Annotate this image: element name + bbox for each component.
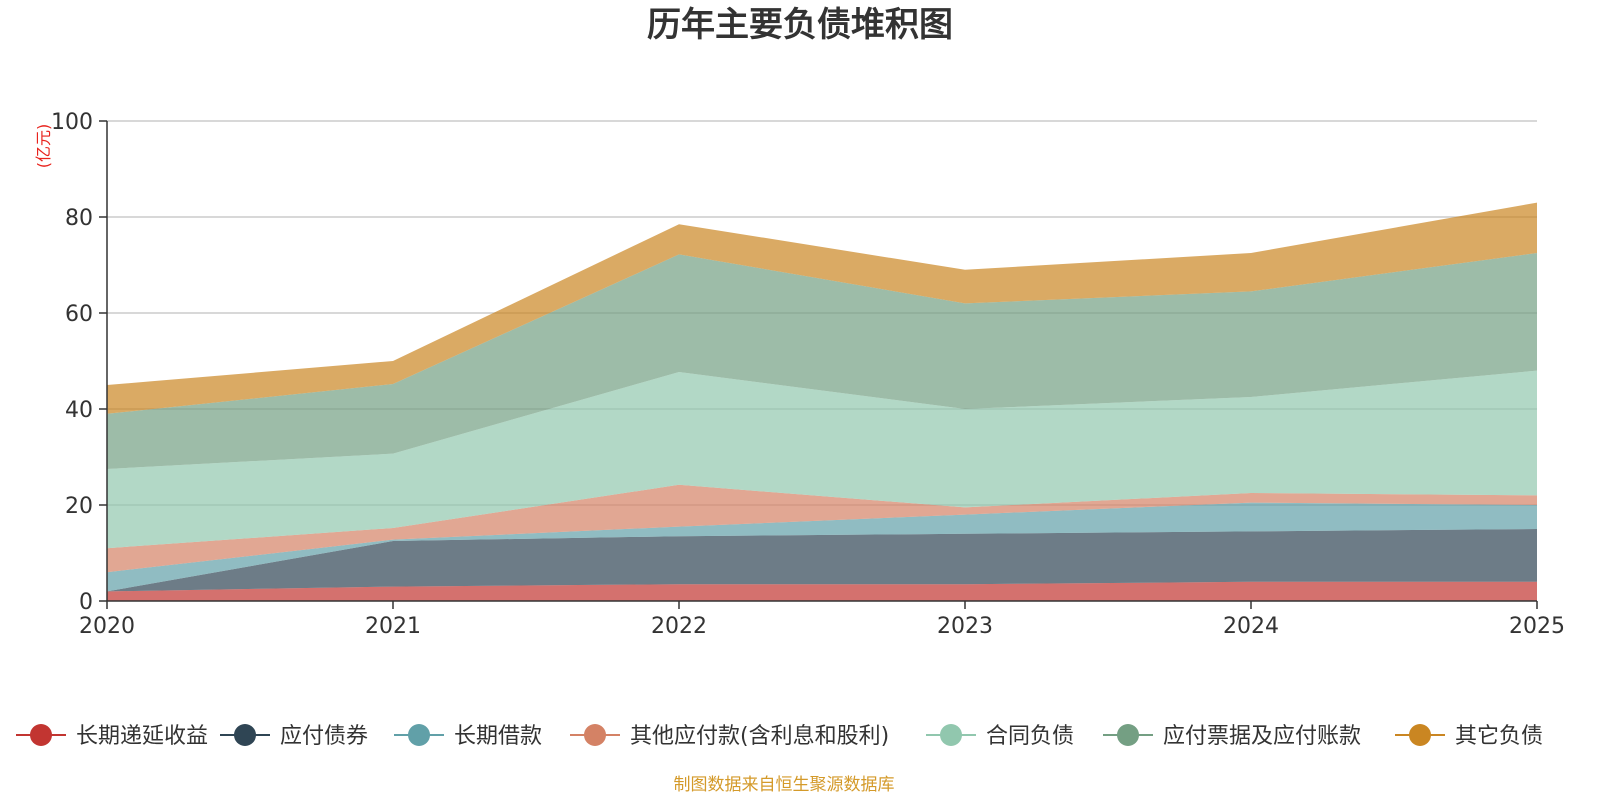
legend-marker (234, 724, 256, 746)
x-tick-label: 2025 (1509, 614, 1565, 639)
legend-label: 其他应付款(含利息和股利) (630, 724, 889, 749)
legend-marker (584, 724, 606, 746)
legend-marker (1409, 724, 1431, 746)
y-tick-label: 60 (65, 302, 93, 327)
axes (106, 121, 1537, 602)
legend-item-4: 合同负债 (926, 724, 1074, 749)
series-area-1 (107, 529, 1537, 592)
legend-item-0: 长期递延收益 (16, 724, 208, 749)
y-axis-ticks: 0 20 40 60 80 100 (51, 110, 107, 615)
series-area-2 (107, 502, 1537, 592)
series-area-6 (107, 202, 1537, 414)
series-area-4 (107, 370, 1537, 549)
legend-marker (408, 724, 430, 746)
series-areas (107, 202, 1537, 601)
legend-label: 合同负债 (986, 724, 1074, 749)
data-source-note: 制图数据来自恒生聚源数据库 (674, 775, 895, 795)
series-area-0 (107, 581, 1537, 601)
x-tick-label: 2020 (79, 614, 135, 639)
series-area-5 (107, 253, 1537, 469)
legend-marker (30, 724, 52, 746)
legend-item-5: 应付票据及应付账款 (1103, 724, 1361, 749)
legend-item-2: 长期借款 (394, 724, 542, 749)
legend-label: 长期借款 (454, 724, 542, 749)
y-tick-label: 40 (65, 398, 93, 423)
x-tick-label: 2022 (651, 614, 707, 639)
x-tick-label: 2021 (365, 614, 421, 639)
legend-item-1: 应付债券 (220, 724, 368, 749)
series-area-3 (107, 484, 1537, 573)
legend-label: 长期递延收益 (76, 724, 208, 749)
legend-marker (1117, 724, 1139, 746)
y-tick-label: 0 (79, 590, 93, 615)
x-tick-label: 2023 (937, 614, 993, 639)
chart-title: 历年主要负债堆积图 (647, 5, 953, 45)
legend-item-6: 其它负债 (1395, 724, 1543, 749)
y-tick-label: 100 (51, 110, 93, 135)
legend-label: 应付票据及应付账款 (1163, 724, 1361, 749)
x-tick-label: 2024 (1223, 614, 1279, 639)
legend-marker (940, 724, 962, 746)
legend-item-3: 其他应付款(含利息和股利) (570, 724, 889, 749)
legend-label: 应付债券 (280, 724, 368, 749)
x-axis-ticks: 2020 2021 2022 2023 2024 2025 (79, 601, 1565, 639)
y-tick-label: 20 (65, 494, 93, 519)
y-axis-unit-label: (亿元) (34, 124, 53, 169)
legend-label: 其它负债 (1455, 724, 1543, 749)
y-tick-label: 80 (65, 206, 93, 231)
legend: 长期递延收益 应付债券 长期借款 其他应付款(含利息和股利) 合同负债 应付票据及应付账款… (16, 724, 1543, 749)
